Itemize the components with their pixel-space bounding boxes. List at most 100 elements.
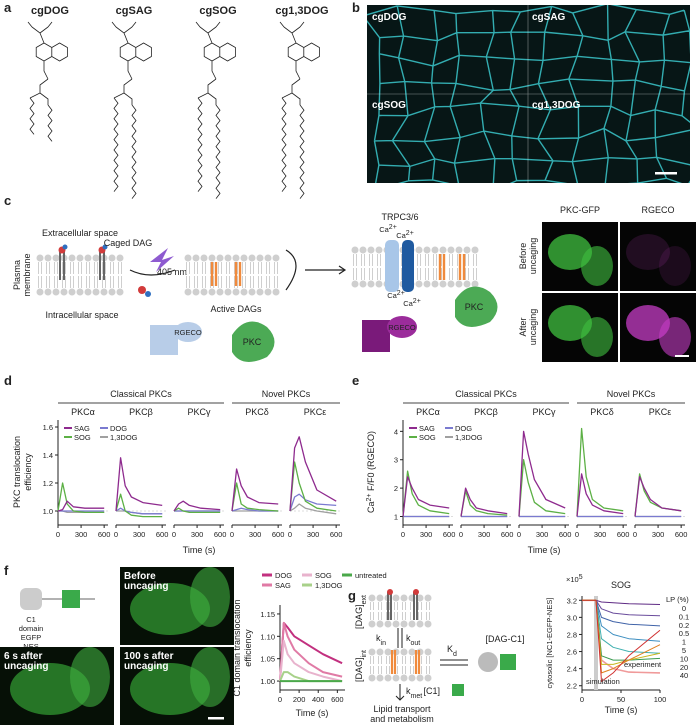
x-tick-label: 100 xyxy=(654,695,667,704)
lipid-head xyxy=(192,254,200,262)
lipid-head xyxy=(471,246,479,254)
scale-bar xyxy=(675,355,689,357)
rgeco-active xyxy=(362,320,390,352)
lipid-head xyxy=(376,594,384,602)
lipid-head xyxy=(400,620,408,628)
schematic-label: C1 xyxy=(26,615,36,624)
lipid-head xyxy=(208,288,216,296)
egfp xyxy=(500,654,516,670)
model-label: [DAG-C1] xyxy=(485,634,524,644)
active-dag xyxy=(210,262,218,286)
light-label: 405 nm xyxy=(157,267,187,277)
model-label: and metabolism xyxy=(370,714,434,724)
legend-label: SAG xyxy=(419,424,435,433)
data-line xyxy=(402,476,450,517)
x-axis-label: Time (s) xyxy=(528,545,561,555)
x-tick-label: 600 xyxy=(330,530,343,539)
lipid-head xyxy=(376,674,384,682)
y-tick-label: 2.2 xyxy=(567,682,577,691)
x-tick-label: 0 xyxy=(56,530,60,539)
data-line xyxy=(173,500,221,512)
y-axis-label: C1 domain translocation xyxy=(232,599,242,696)
lipid-head xyxy=(368,620,376,628)
lipid-head xyxy=(416,674,424,682)
legend-label: 5 xyxy=(682,646,686,655)
lipid-tail xyxy=(449,254,453,280)
y-tick-label: 3.2 xyxy=(567,596,577,605)
group-label: Novel PKCs xyxy=(607,389,656,399)
annotation: experiment xyxy=(624,660,662,669)
lipid-head xyxy=(264,254,272,262)
x-tick-label: 300 xyxy=(307,530,320,539)
lipid-head xyxy=(423,246,431,254)
arrow xyxy=(440,659,468,666)
ring xyxy=(279,21,320,80)
schematic-cell xyxy=(20,588,42,610)
model-label-part: ext xyxy=(361,595,368,604)
rgeco-inactive xyxy=(150,325,178,355)
rgeco-active xyxy=(387,316,417,338)
data-line xyxy=(289,503,337,515)
lipid-head xyxy=(192,288,200,296)
lipid-head xyxy=(216,254,224,262)
lipid-head xyxy=(471,280,479,288)
rate-label-part: d xyxy=(453,651,457,658)
pkc-blob xyxy=(232,321,275,362)
rate-label-part: k xyxy=(406,686,411,696)
schematic-label: Intracellular space xyxy=(45,310,118,320)
x-tick-label: 600 xyxy=(559,530,572,539)
x-axis-label: Time (s) xyxy=(183,545,216,555)
schematic-label: TRPC3/6 xyxy=(381,212,418,222)
column-label: RGECO xyxy=(641,205,674,215)
lipid-head xyxy=(240,288,248,296)
lipid-head xyxy=(200,288,208,296)
cage xyxy=(102,244,108,250)
x-tick-label: 300 xyxy=(420,530,433,539)
lipid-tail xyxy=(377,254,381,280)
image-label: cgSAG xyxy=(532,12,566,23)
lipid-head xyxy=(416,620,424,628)
group-label: Classical PKCs xyxy=(455,389,517,399)
micrograph xyxy=(620,222,696,291)
lipid-tail xyxy=(86,262,90,288)
legend-title: LP (%) xyxy=(666,595,689,604)
data-line xyxy=(231,507,279,512)
lipid-tail xyxy=(433,254,437,280)
lipid-head xyxy=(384,620,392,628)
y-axis-label-part: 2+ xyxy=(366,494,373,502)
lipid-tail xyxy=(62,262,66,288)
y-tick-label: 1.6 xyxy=(43,423,53,432)
data-line xyxy=(173,507,221,514)
lipid-head xyxy=(248,254,256,262)
lipid-head xyxy=(68,254,76,262)
ion-label: Ca2+ xyxy=(379,224,397,235)
lipid-head xyxy=(424,620,432,628)
row-label: After xyxy=(518,317,528,336)
data-line xyxy=(582,599,661,682)
lipid-head xyxy=(455,246,463,254)
y-tick-label: 1.10 xyxy=(260,632,275,641)
lipid-head xyxy=(368,674,376,682)
x-tick-label: 200 xyxy=(293,695,306,704)
legend-label: SOG xyxy=(315,571,332,580)
subpanel-label: PKCε xyxy=(304,407,327,417)
lipid-tail xyxy=(94,262,98,288)
active-dag xyxy=(458,254,466,280)
lipid-tail xyxy=(465,254,469,280)
schematic-label: RGECO xyxy=(174,328,202,337)
y-tick-label: 1.0 xyxy=(43,507,53,516)
chain xyxy=(281,78,305,199)
x-tick-label: 600 xyxy=(331,695,344,704)
legend-label: 1,3DOG xyxy=(315,581,343,590)
legend-label: 1,3DOG xyxy=(455,433,483,442)
cell xyxy=(581,317,613,357)
subpanel-label: PKCα xyxy=(71,407,95,417)
data-line xyxy=(518,430,566,517)
lipid-head xyxy=(44,288,52,296)
lipid-tail xyxy=(234,262,238,288)
y-tick-label: 1.4 xyxy=(43,451,53,460)
cell xyxy=(659,317,691,357)
data-line xyxy=(518,459,566,517)
lipid-head xyxy=(424,594,432,602)
rate-label: kmet xyxy=(406,686,422,700)
